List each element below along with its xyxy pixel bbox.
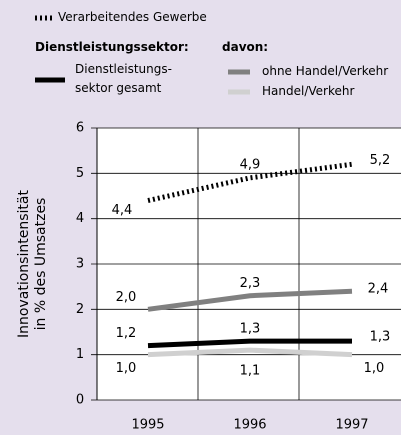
data-label: 2,0 — [116, 290, 137, 305]
data-label: 2,4 — [368, 282, 389, 297]
y-axis-label: Innovationsintensität in % des Umsatzes — [16, 190, 49, 338]
y-tick-label: 6 — [76, 121, 84, 136]
data-label: 5,2 — [370, 153, 391, 168]
legend-label: Verarbeitendes Gewerbe — [58, 10, 207, 24]
y-tick-label: 0 — [76, 393, 84, 408]
data-label: 1,0 — [364, 361, 385, 376]
y-tick-label: 5 — [76, 166, 84, 181]
series-line — [147, 288, 353, 312]
legend-heading: davon: — [222, 40, 269, 54]
legend-label: Handel/Verkehr — [262, 84, 355, 98]
data-label: 1,0 — [116, 361, 137, 376]
y-tick-label: 2 — [76, 302, 84, 317]
x-tick-label: 1997 — [335, 418, 368, 433]
legend-label: ohne Handel/Verkehr — [262, 64, 389, 78]
y-tick-label: 1 — [76, 347, 84, 362]
data-label: 1,3 — [370, 330, 391, 345]
series-line — [147, 338, 352, 349]
x-tick-label: 1996 — [233, 418, 266, 433]
series-line — [147, 347, 353, 358]
data-label: 4,4 — [112, 203, 133, 218]
y-tick-label: 4 — [76, 211, 84, 226]
y-tick-label: 3 — [76, 257, 84, 272]
data-label: 1,3 — [240, 322, 261, 337]
data-label: 2,3 — [240, 276, 261, 291]
data-label: 1,1 — [240, 364, 261, 379]
data-label: 1,2 — [116, 326, 137, 341]
x-tick-label: 1995 — [131, 418, 164, 433]
legend-heading: Dienstleistungssektor: — [35, 40, 189, 54]
data-label: 4,9 — [240, 157, 261, 172]
legend-label: Dienstleistungs- sektor gesamt — [75, 62, 172, 95]
